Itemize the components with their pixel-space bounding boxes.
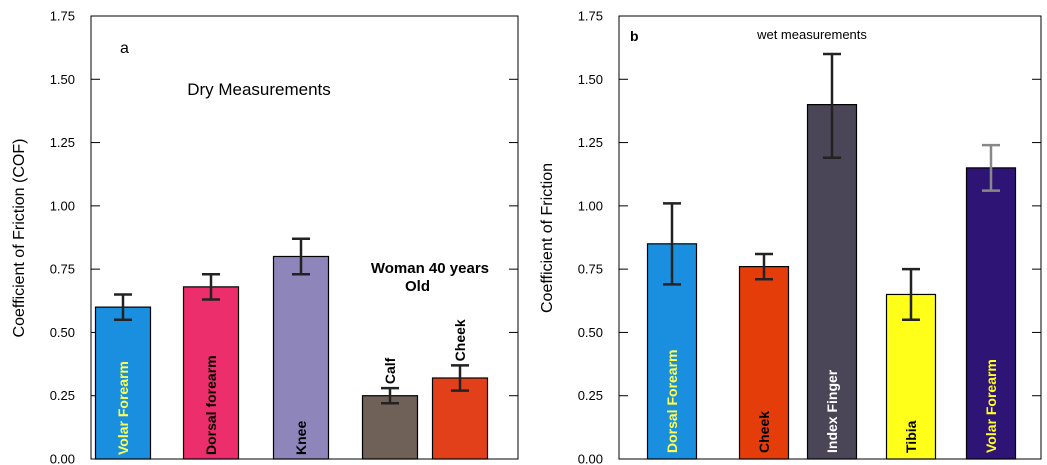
- y-tick-label: 1.50: [50, 72, 75, 87]
- panel-label: b: [630, 28, 639, 44]
- y-axis-title: Coefficient of Friction: [539, 163, 556, 313]
- bar: [738, 266, 790, 460]
- category-label: Index Finger: [824, 369, 840, 453]
- y-tick-label: 1.50: [578, 72, 603, 87]
- chart-title: wet measurements: [756, 27, 867, 42]
- category-label: Dorsal Forearm: [664, 350, 680, 453]
- category-label: Tibia: [903, 420, 919, 453]
- y-tick-label: 1.75: [578, 9, 603, 24]
- y-tick-label: 1.75: [50, 9, 75, 24]
- y-tick-label: 0.50: [578, 325, 603, 340]
- category-label: Volar Forearm: [983, 359, 999, 453]
- y-tick-label: 0.50: [50, 325, 75, 340]
- annotation-line-2: Old: [405, 278, 430, 295]
- y-tick-label: 1.25: [50, 135, 75, 150]
- y-tick-label: 0.75: [578, 262, 603, 277]
- panel-b: 0.00 0.25 0.50 0.75 1.00 1.25 1.50 1.75 Dorsal …: [539, 9, 1042, 465]
- bar: [806, 103, 858, 460]
- bar: [965, 167, 1017, 460]
- bar: [361, 395, 419, 460]
- y-tick-label: 0.25: [578, 388, 603, 403]
- bars: Dorsal Forearm Cheek Index Finger Tibia Vola…: [646, 52, 1017, 460]
- category-label: Calf: [382, 357, 398, 384]
- y-axis: 0.00 0.25 0.50 0.75 1.00 1.25 1.50 1.75: [50, 9, 518, 465]
- y-tick-label: 0.00: [578, 452, 603, 465]
- y-tick-label: 0.00: [50, 452, 75, 465]
- y-tick-label: 1.00: [50, 198, 75, 213]
- panel-a: 0.00 0.25 0.50 0.75 1.00 1.25 1.50 1.75 Volar F…: [11, 9, 519, 465]
- category-label: Dorsal forearm: [203, 355, 219, 455]
- bar: [272, 255, 330, 460]
- category-label: Knee: [293, 421, 309, 455]
- y-tick-label: 0.75: [50, 262, 75, 277]
- bars: Volar Forearm Dorsal forearm Knee Calf Cheek: [94, 237, 489, 460]
- panel-label: a: [120, 40, 129, 57]
- y-tick-label: 1.00: [578, 198, 603, 213]
- bar: [885, 293, 937, 460]
- category-label: Cheek: [452, 319, 468, 361]
- y-axis: 0.00 0.25 0.50 0.75 1.00 1.25 1.50 1.75: [578, 9, 1041, 465]
- y-tick-label: 0.25: [50, 388, 75, 403]
- chart-title: Dry Measurements: [187, 80, 331, 99]
- bar: [182, 286, 240, 460]
- y-axis-title: Coefficient of Friction (COF): [11, 139, 28, 338]
- y-tick-label: 1.25: [578, 135, 603, 150]
- category-label: Volar Forearm: [115, 361, 131, 455]
- category-label: Cheek: [756, 411, 772, 453]
- annotation-line-1: Woman 40 years: [371, 260, 489, 277]
- bar: [94, 306, 152, 460]
